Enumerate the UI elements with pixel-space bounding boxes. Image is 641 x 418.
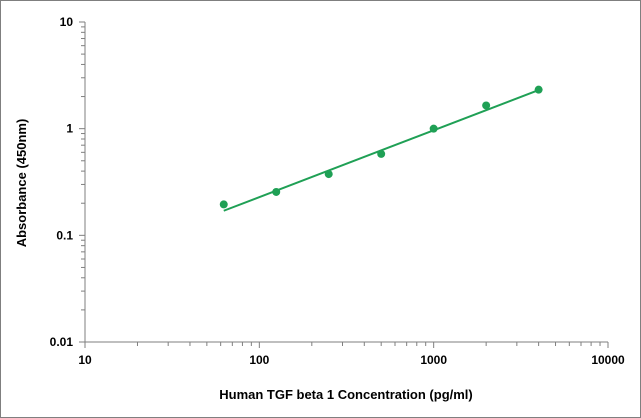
data-point: [324, 170, 333, 179]
x-tick-label: 100: [249, 353, 269, 367]
data-point: [272, 187, 281, 196]
x-tick-label: 10000: [591, 353, 625, 367]
plot-area: [219, 85, 543, 212]
data-point: [482, 101, 491, 110]
axes: [84, 22, 608, 343]
x-tick-label: 1000: [420, 353, 447, 367]
data-point: [429, 124, 438, 133]
data-point: [377, 149, 386, 158]
y-tick-label: 1: [66, 122, 73, 136]
tick-labels: 10 100 1000 10000 0.01 0.1 1 10: [50, 15, 625, 367]
data-point: [534, 85, 543, 94]
y-tick-label: 0.01: [50, 335, 74, 349]
axis-ticks: [79, 21, 609, 348]
x-axis-title: Human TGF beta 1 Concentration (pg/ml): [219, 387, 473, 402]
y-axis-title: Absorbance (450nm): [14, 119, 29, 248]
x-tick-label: 10: [78, 353, 92, 367]
y-tick-label: 10: [60, 15, 74, 29]
data-point: [219, 200, 228, 209]
y-tick-label: 0.1: [56, 228, 73, 242]
